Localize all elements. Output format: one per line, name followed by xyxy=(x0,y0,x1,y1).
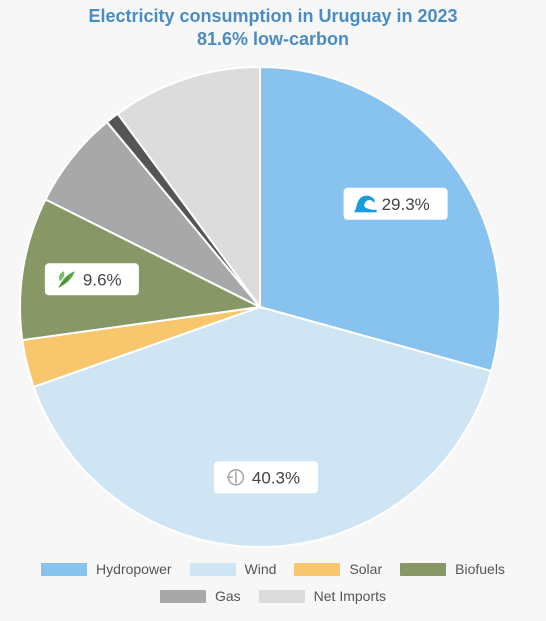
data-label-hydropower: 29.3% xyxy=(343,187,448,220)
legend-label: Gas xyxy=(214,588,241,604)
legend-item-gas[interactable]: Gas xyxy=(159,588,241,604)
legend-label: Solar xyxy=(349,561,383,577)
pie-slice-biofuels[interactable] xyxy=(19,198,264,342)
legend-item-biofuels[interactable]: Biofuels xyxy=(400,561,505,577)
legend-label: Hydropower xyxy=(96,561,172,577)
pie-slice-wind[interactable] xyxy=(32,305,493,548)
chart-subtitle: 81.6% low-carbon xyxy=(196,29,350,49)
pie-slice-net-imports[interactable] xyxy=(116,65,261,311)
data-label-text: 9.6% xyxy=(83,270,122,289)
legend-row: Gas Net Imports xyxy=(0,588,546,604)
data-label-text: 40.3% xyxy=(252,468,300,487)
legend-item-net-imports[interactable]: Net Imports xyxy=(258,588,387,604)
legend-swatch xyxy=(400,562,447,576)
legend-label: Wind xyxy=(244,561,277,577)
legend-swatch xyxy=(159,589,206,603)
legend-row: Hydropower Wind Solar Biofuels xyxy=(0,561,546,577)
legend-swatch xyxy=(258,589,305,603)
legend-item-wind[interactable]: Wind xyxy=(189,561,277,577)
legend-swatch xyxy=(189,562,236,576)
legend-label: Net Imports xyxy=(313,588,387,604)
legend-item-hydropower[interactable]: Hydropower xyxy=(41,561,172,577)
leaf-icon xyxy=(58,271,75,288)
legend-label: Biofuels xyxy=(455,561,505,577)
legend-swatch xyxy=(294,562,341,576)
wave-icon xyxy=(354,195,377,213)
data-label-text: 29.3% xyxy=(382,195,430,214)
data-label-biofuels: 9.6% xyxy=(44,263,139,296)
data-label-wind: 40.3% xyxy=(213,461,318,494)
legend-item-solar[interactable]: Solar xyxy=(294,561,382,577)
legend-swatch xyxy=(41,562,88,576)
chart-title: Electricity consumption in Uruguay in 20… xyxy=(88,6,458,26)
wind-turbine-icon xyxy=(226,468,245,486)
